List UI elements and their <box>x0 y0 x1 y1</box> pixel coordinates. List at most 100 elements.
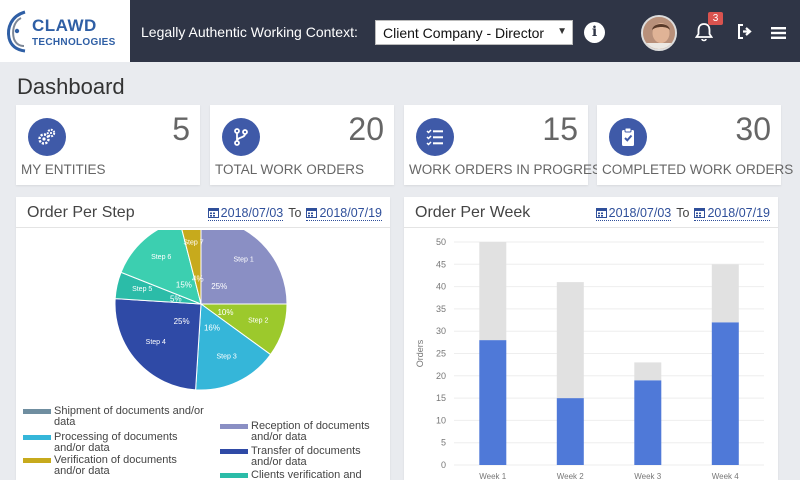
bar[interactable] <box>711 322 739 465</box>
pie-slice-label: Step 3 <box>216 354 236 361</box>
panel-title: Order Per Step <box>27 204 135 221</box>
legend-swatch <box>220 449 248 454</box>
y-tick-label: 0 <box>441 460 446 470</box>
date-from-value: 2018/07/03 <box>220 206 284 220</box>
bar-chart: 0 5 10 15 20 25 30 35 40 45 50 Orders Week 1 Week 2 We… <box>415 237 764 480</box>
branch-icon <box>234 128 248 146</box>
legend-label: Processing of documents and/or data <box>54 431 178 454</box>
context-label: Legally Authentic Working Context: <box>141 24 358 40</box>
pie-slice[interactable] <box>114 298 202 391</box>
logo-name: CLAWD <box>32 16 97 35</box>
y-tick-label: 50 <box>436 237 446 247</box>
dropdown-arrow-icon: ▼ <box>557 26 567 37</box>
pie-percent-label: 10% <box>217 308 233 317</box>
date-to-picker[interactable]: 2018/07/19 <box>306 206 382 221</box>
top-bar: CLAWD TECHNOLOGIES Legally Authentic Wor… <box>0 0 800 62</box>
bar[interactable] <box>711 264 739 323</box>
stat-label: COMPLETED WORK ORDERS <box>602 162 794 177</box>
clipboard-check-icon <box>622 127 634 146</box>
date-from-value: 2018/07/03 <box>608 206 672 220</box>
calendar-icon <box>207 208 219 218</box>
menu-icon[interactable] <box>771 27 786 39</box>
panel-title: Order Per Week <box>415 204 531 221</box>
y-tick-label: 45 <box>436 259 446 269</box>
context-select-value: Client Company - Director <box>383 25 545 41</box>
y-tick-label: 40 <box>436 282 446 292</box>
calendar-icon <box>306 208 318 218</box>
date-to-value: 2018/07/19 <box>707 206 770 220</box>
date-to-picker[interactable]: 2018/07/19 <box>694 206 770 221</box>
pie-slice[interactable] <box>120 230 202 305</box>
date-range: 2018/07/03 To 2018/07/19 <box>595 206 770 221</box>
y-tick-label: 25 <box>436 349 446 359</box>
calendar-icon <box>694 208 706 218</box>
bar[interactable] <box>634 362 662 381</box>
legend-swatch <box>23 458 51 463</box>
pie-percent-label: 25% <box>211 282 227 291</box>
pie-slice-label: Step 1 <box>233 256 253 263</box>
date-to-value: 2018/07/19 <box>319 206 382 220</box>
stat-value: 30 <box>735 111 771 147</box>
logo[interactable]: CLAWD TECHNOLOGIES <box>0 0 130 62</box>
x-tick-label: Week 1 <box>479 472 507 480</box>
avatar[interactable] <box>641 15 677 51</box>
stat-label: WORK ORDERS IN PROGRESS <box>409 162 611 177</box>
stat-card-completed-work-orders[interactable]: 30 COMPLETED WORK ORDERS <box>597 105 794 185</box>
stat-label: TOTAL WORK ORDERS <box>215 162 365 177</box>
bar[interactable] <box>479 340 507 465</box>
stat-card-work-orders-in-progress[interactable]: 15 WORK ORDERS IN PROGRESS <box>404 105 611 185</box>
legend-swatch <box>23 435 51 440</box>
bar[interactable] <box>634 380 662 465</box>
pie-slice[interactable] <box>200 230 288 305</box>
stat-value: 20 <box>348 111 384 147</box>
x-tick-label: Week 2 <box>557 472 585 480</box>
legend-label: Verification of documents and/or data <box>54 454 177 477</box>
notification-badge: 3 <box>708 12 723 25</box>
pie-slice-label: Step 6 <box>151 254 171 261</box>
x-tick-label: Week 3 <box>634 472 662 480</box>
stat-value: 15 <box>542 111 578 147</box>
legend-swatch <box>220 473 248 478</box>
bell-icon[interactable] <box>695 22 713 42</box>
legend-item[interactable]: Clients verification and <box>220 469 381 480</box>
checklist-icon <box>426 129 443 146</box>
pie-percent-label: 25% <box>174 317 190 326</box>
pie-slice[interactable] <box>195 303 272 391</box>
legend-item[interactable]: Shipment of documents and/or data <box>23 405 204 428</box>
pie-slice[interactable] <box>180 230 202 305</box>
bar[interactable] <box>479 242 507 341</box>
date-from-picker[interactable]: 2018/07/03 <box>207 206 284 221</box>
stat-card-my-entities[interactable]: 5 MY ENTITIES <box>16 105 200 185</box>
legend-item[interactable]: Processing of documents and/or data <box>23 431 204 454</box>
to-label: To <box>676 206 690 220</box>
order-per-step-panel: Order Per Step 2018/07/03 To 2018/07/19 St… <box>16 197 390 480</box>
legend-swatch <box>23 409 51 414</box>
pie-percent-label: 15% <box>176 281 192 290</box>
legend-item[interactable]: Verification of documents and/or data <box>23 454 204 477</box>
legend-item[interactable]: Transfer of documents and/or data <box>220 446 381 468</box>
y-tick-label: 5 <box>441 438 446 448</box>
page-title: Dashboard <box>17 74 125 99</box>
pie-percent-label: 4% <box>192 274 204 283</box>
bar[interactable] <box>556 398 584 465</box>
stat-label: MY ENTITIES <box>21 162 106 177</box>
pie-percent-label: 5% <box>170 294 182 303</box>
legend-label: Shipment of documents and/or data <box>54 405 204 428</box>
order-per-week-panel: Order Per Week 2018/07/03 To 2018/07/19 0 5… <box>404 197 778 480</box>
logout-icon[interactable] <box>737 24 753 39</box>
context-select[interactable]: Client Company - Director ▼ <box>375 20 573 45</box>
logo-mark-icon <box>7 10 26 53</box>
info-icon[interactable]: i <box>584 22 605 43</box>
pie-slice-label: Step 5 <box>132 286 152 293</box>
legend-label: Clients verification and <box>251 469 362 480</box>
legend-item[interactable]: Reception of documents and/or data <box>220 421 381 443</box>
bar[interactable] <box>556 282 584 399</box>
pie-chart: Step 1 25% Step 2 10% Step 3 16% Step 4 25% Step… <box>114 230 288 391</box>
stat-card-total-work-orders[interactable]: 20 TOTAL WORK ORDERS <box>210 105 394 185</box>
y-tick-label: 15 <box>436 393 446 403</box>
pie-percent-label: 16% <box>204 323 220 332</box>
y-axis-label: Orders <box>415 339 425 367</box>
y-tick-label: 10 <box>436 415 446 425</box>
date-from-picker[interactable]: 2018/07/03 <box>595 206 672 221</box>
pie-slice-label: Step 2 <box>248 318 268 325</box>
